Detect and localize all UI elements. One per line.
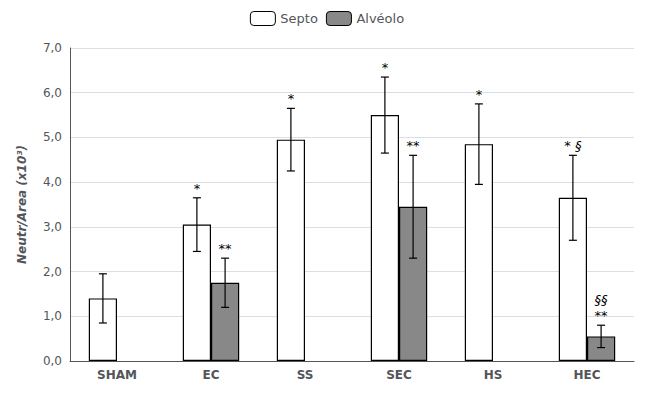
svg-text:§§: §§ (595, 292, 609, 307)
svg-text:* §: * § (564, 138, 582, 153)
svg-text:Alvéolo: Alvéolo (356, 11, 404, 26)
svg-text:3,0: 3,0 (43, 220, 62, 234)
svg-text:1,0: 1,0 (43, 309, 62, 323)
svg-text:4,0: 4,0 (43, 175, 62, 189)
svg-text:7,0: 7,0 (43, 41, 62, 55)
svg-text:Neutr/Area (x10³): Neutr/Area (x10³) (15, 145, 29, 264)
svg-text:*: * (382, 60, 389, 75)
svg-text:*: * (288, 91, 295, 106)
svg-text:**: ** (407, 138, 421, 153)
svg-text:2,0: 2,0 (43, 265, 62, 279)
svg-text:0,0: 0,0 (43, 354, 62, 368)
svg-text:**: ** (219, 241, 233, 256)
svg-text:SS: SS (297, 368, 314, 382)
svg-text:*: * (476, 87, 483, 102)
svg-text:6,0: 6,0 (43, 86, 62, 100)
svg-text:5,0: 5,0 (43, 130, 62, 144)
svg-text:*: * (194, 181, 201, 196)
svg-text:HS: HS (484, 368, 503, 382)
svg-text:SEC: SEC (386, 368, 412, 382)
svg-text:**: ** (595, 308, 609, 323)
svg-text:EC: EC (202, 368, 219, 382)
svg-text:HEC: HEC (573, 368, 600, 382)
svg-text:Septo: Septo (280, 11, 318, 26)
svg-text:SHAM: SHAM (97, 368, 137, 382)
